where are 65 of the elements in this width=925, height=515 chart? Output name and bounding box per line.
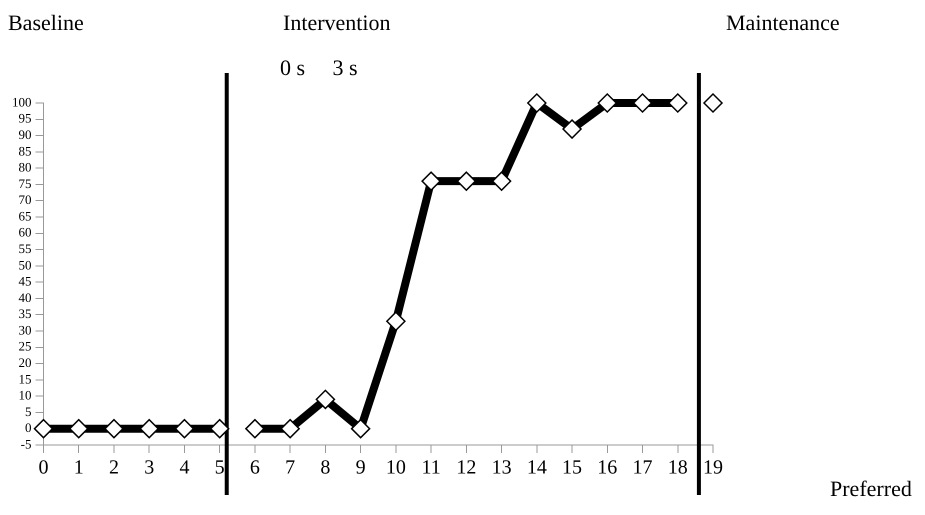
point — [280, 418, 300, 438]
y-tick-label: 40 — [18, 290, 32, 305]
point — [34, 418, 54, 438]
point — [668, 93, 688, 113]
y-tick-label: 80 — [18, 160, 32, 175]
y-tick-label: -5 — [20, 436, 32, 452]
x-tick-label: 14 — [526, 456, 547, 478]
point — [245, 418, 265, 438]
x-tick-label: 15 — [562, 456, 582, 478]
x-tick-label: 1 — [74, 456, 84, 478]
point — [598, 93, 618, 113]
y-tick-label: 15 — [18, 371, 32, 386]
text: 0 s 3 s — [280, 55, 358, 81]
point — [632, 93, 652, 113]
y-tick-label: 50 — [18, 257, 32, 272]
y-tick-label: 25 — [18, 338, 32, 354]
y-tick-label: 45 — [18, 274, 32, 289]
point — [386, 311, 406, 331]
point — [139, 418, 159, 438]
x-tick-label: 18 — [668, 456, 688, 478]
x-tick-label: 9 — [356, 456, 366, 478]
x-tick-label: 13 — [492, 456, 512, 478]
point — [527, 93, 547, 113]
point — [210, 418, 230, 438]
x-tick-label: 17 — [632, 456, 653, 478]
x-tick-label: 7 — [285, 456, 296, 478]
point — [350, 418, 370, 438]
x-tick-label: 12 — [456, 456, 476, 478]
y-tick-label: 55 — [18, 240, 32, 256]
text: Maintenance — [726, 10, 840, 36]
y-tick-label: 10 — [18, 388, 32, 403]
point — [492, 171, 512, 191]
x-tick-label: 10 — [386, 456, 406, 478]
y-tick-label: 0 — [25, 420, 32, 436]
point — [562, 119, 582, 139]
y-tick-label: 30 — [18, 322, 32, 338]
x-tick-label: 5 — [214, 456, 225, 478]
y-tick-label: 5 — [25, 404, 32, 419]
point — [316, 390, 336, 410]
y-tick-label: 90 — [18, 126, 32, 142]
y-tick-label: 60 — [18, 224, 32, 240]
x-tick-label: 3 — [144, 456, 154, 478]
point — [421, 171, 441, 191]
point — [104, 418, 124, 438]
y-tick-label: 65 — [18, 208, 32, 224]
text: Preferred — [830, 476, 912, 502]
point — [174, 418, 194, 438]
y-tick-label: 35 — [18, 306, 32, 322]
x-tick-label: 2 — [108, 456, 119, 478]
x-tick-label: 16 — [597, 456, 618, 478]
x-tick-label: 4 — [179, 456, 190, 478]
y-tick-label: 85 — [18, 143, 32, 158]
point — [68, 418, 88, 438]
point — [456, 171, 476, 191]
x-tick-label: 6 — [250, 456, 260, 478]
x-tick-label: 8 — [320, 456, 330, 478]
y-tick-label: 100 — [12, 94, 32, 110]
y-tick-label: 75 — [18, 176, 32, 191]
x-tick-label: 19 — [703, 456, 723, 478]
text: Baseline — [8, 10, 84, 36]
y-tick-label: 20 — [18, 354, 32, 370]
text: Intervention — [283, 10, 391, 36]
y-tick-label: 70 — [18, 192, 32, 208]
x-tick-label: 11 — [421, 456, 441, 478]
y-tick-label: 95 — [18, 110, 32, 126]
